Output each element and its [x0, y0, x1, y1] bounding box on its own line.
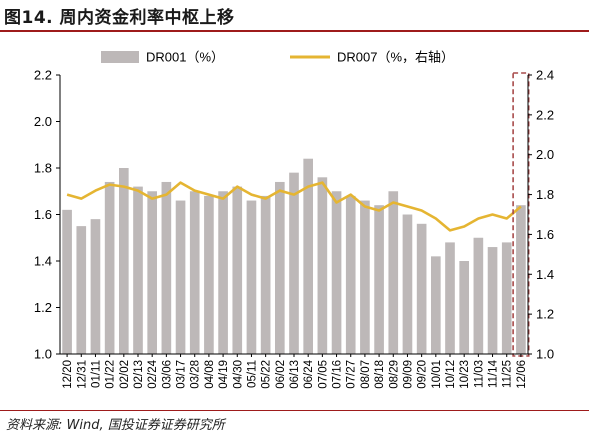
bar-dr001	[388, 191, 399, 354]
y-right-tick-label: 1.8	[536, 187, 554, 202]
title-rule	[0, 30, 589, 32]
y-left-tick-label: 2.0	[34, 114, 52, 129]
y-right-tick-label: 2.2	[536, 107, 554, 122]
bar-dr001	[430, 256, 441, 354]
line-dr007	[66, 181, 522, 232]
x-tick-label: 06/24	[303, 359, 315, 388]
x-tick-label: 06/02	[275, 360, 287, 389]
bar-dr001	[260, 195, 271, 354]
x-tick-label: 12/06	[516, 360, 528, 389]
y-left-tick-label: 1.0	[34, 347, 52, 362]
bar-dr001	[289, 172, 299, 354]
x-tick-label: 10/23	[459, 360, 471, 389]
x-tick-label: 05/22	[261, 360, 273, 389]
x-tick-label: 03/06	[161, 360, 173, 389]
x-tick-label: 08/18	[374, 360, 386, 389]
y-left-tick-label: 1.6	[34, 207, 52, 222]
legend-label-dr001: DR001（%）	[146, 50, 224, 65]
bar-dr001	[204, 195, 214, 354]
x-tick-label: 07/27	[346, 360, 358, 389]
y-left-tick-label: 1.4	[34, 254, 52, 269]
bar-dr001	[473, 237, 484, 354]
bar-dr001	[161, 181, 172, 354]
x-tick-label: 02/13	[133, 360, 145, 389]
bar-dr001	[118, 168, 129, 354]
bar-dr001	[487, 247, 498, 354]
y-right-tick-label: 1.6	[536, 227, 554, 242]
bar-dr001	[303, 158, 314, 354]
x-tick-label: 08/07	[360, 360, 372, 389]
x-tick-label: 11/25	[502, 360, 514, 388]
x-tick-label: 03/28	[190, 360, 202, 389]
x-tick-label: 12/31	[76, 360, 88, 389]
bar-dr001	[76, 226, 87, 354]
x-tick-label: 09/20	[417, 360, 429, 389]
x-tick-label: 04/19	[218, 360, 230, 389]
bar-dr001	[516, 205, 526, 354]
bar-dr001	[147, 191, 158, 354]
x-tick-label: 10/12	[445, 360, 457, 389]
x-tick-label: 04/30	[232, 360, 244, 389]
x-tick-label: 03/17	[176, 360, 188, 389]
bar-dr001	[317, 177, 328, 354]
bar-dr001	[189, 191, 200, 354]
bar-dr001	[90, 219, 101, 354]
bar-dr001	[133, 186, 143, 354]
x-tick-label: 12/20	[62, 360, 74, 389]
y-right-tick-label: 1.0	[536, 347, 554, 362]
bar-dr001	[232, 186, 243, 354]
x-tick-label: 09/09	[402, 360, 414, 389]
x-tick-label: 06/13	[289, 360, 301, 389]
x-tick-label: 08/29	[388, 360, 400, 389]
y-right-tick-label: 1.4	[536, 267, 554, 282]
x-tick-label: 11/03	[473, 360, 485, 388]
bar-dr001	[246, 200, 257, 354]
x-tick-label: 10/01	[431, 360, 443, 389]
bar-dr001	[104, 181, 115, 354]
x-tick-label: 11/14	[488, 359, 500, 388]
y-right-tick-label: 2.4	[536, 68, 554, 83]
y-left-tick-label: 2.2	[34, 68, 52, 83]
bar-dr001	[345, 195, 356, 354]
x-tick-label: 04/08	[204, 360, 216, 389]
x-tick-label: 01/11	[90, 360, 102, 388]
source-note: 资料来源: Wind, 国投证券证券研究所	[6, 418, 225, 433]
bar-dr001	[459, 261, 470, 354]
x-tick-label: 07/16	[332, 360, 344, 389]
x-tick-label: 05/11	[246, 360, 258, 388]
bar-dr001	[445, 242, 455, 354]
x-tick-label: 02/24	[147, 359, 159, 388]
bar-dr001	[274, 181, 285, 354]
x-tick-label: 02/02	[119, 360, 131, 389]
legend-label-dr007: DR007（%，右轴）	[337, 50, 454, 65]
y-right-tick-label: 2.0	[536, 147, 554, 162]
figure-title: 图14. 周内资金利率中枢上移	[4, 8, 235, 28]
x-tick-label: 07/05	[317, 360, 329, 389]
source-rule	[0, 410, 589, 411]
bar-dr001	[331, 191, 342, 354]
bar-dr001	[374, 205, 384, 354]
legend-swatch-dr001	[101, 51, 139, 63]
y-left-tick-label: 1.2	[34, 300, 52, 315]
y-right-tick-label: 1.2	[536, 307, 554, 322]
bar-dr001	[416, 223, 427, 354]
bar-dr001	[402, 214, 413, 354]
bar-dr001	[360, 200, 370, 354]
bar-dr001	[218, 191, 228, 354]
x-tick-label: 01/22	[105, 360, 117, 389]
bar-dr001	[501, 242, 512, 354]
y-left-tick-label: 1.8	[34, 161, 52, 176]
bar-dr001	[62, 209, 72, 354]
bar-dr001	[175, 200, 186, 354]
